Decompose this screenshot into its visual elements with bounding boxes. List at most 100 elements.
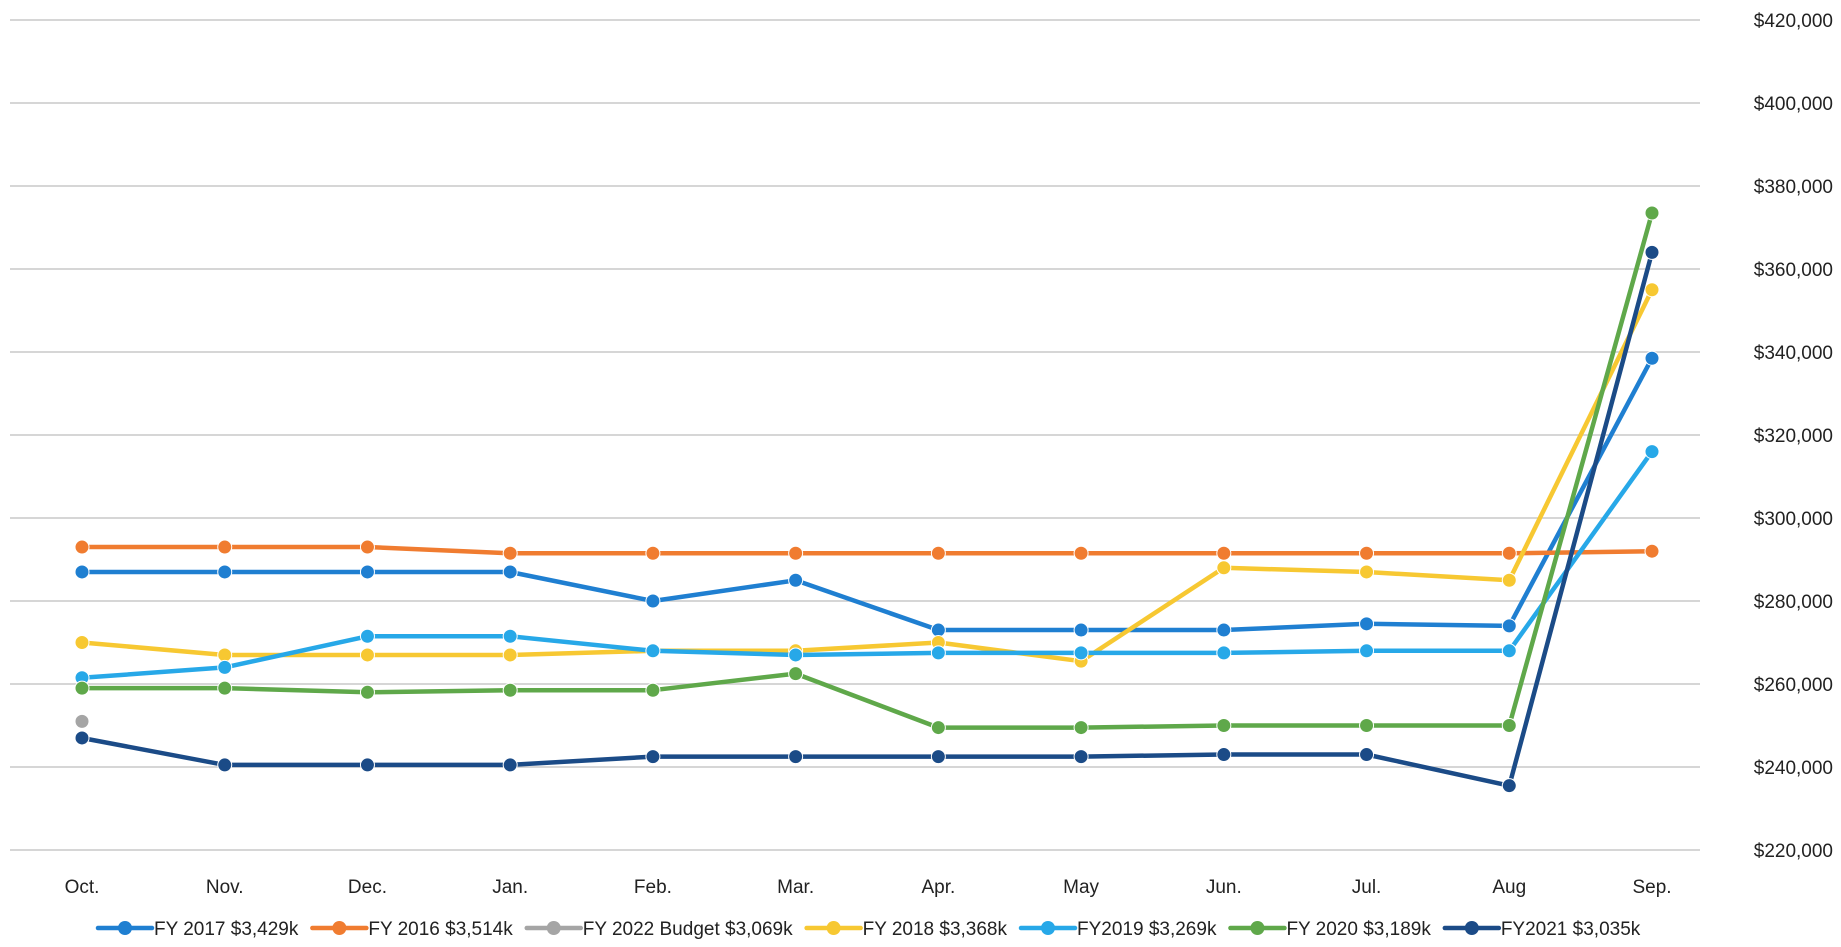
- legend-swatch-marker: [1464, 921, 1479, 935]
- data-point: [74, 564, 90, 580]
- x-tick-label: Jan.: [492, 877, 528, 898]
- data-point: [788, 749, 804, 765]
- data-point: [1359, 616, 1375, 632]
- data-point: [1644, 282, 1660, 298]
- x-tick-label: Jun.: [1206, 877, 1242, 898]
- data-point: [1216, 718, 1232, 733]
- data-point: [359, 539, 375, 555]
- data-point: [1359, 643, 1375, 659]
- y-tick-label: $320,000: [1754, 426, 1833, 447]
- legend-swatch-marker: [546, 921, 561, 935]
- data-point: [930, 720, 946, 736]
- x-tick-label: Jul.: [1352, 877, 1382, 898]
- x-tick-label: Sep.: [1632, 877, 1671, 898]
- x-tick-label: Mar.: [777, 877, 814, 898]
- series-4: [74, 444, 1660, 686]
- data-point: [1359, 545, 1375, 561]
- x-tick-label: Dec.: [348, 877, 387, 898]
- data-point: [1073, 749, 1089, 765]
- data-point: [1644, 244, 1660, 260]
- series-1: [74, 539, 1660, 561]
- legend-item: FY2021 $3,035k: [1442, 919, 1641, 940]
- data-point: [788, 545, 804, 561]
- data-point: [359, 647, 375, 663]
- series-line: [79, 355, 1655, 633]
- x-tick-label: Feb.: [634, 877, 672, 898]
- legend-label: FY 2020 $3,189k: [1286, 919, 1431, 940]
- y-tick-label: $240,000: [1754, 758, 1833, 779]
- legend-item: FY2019 $3,269k: [1018, 919, 1217, 940]
- series-line: [79, 250, 1655, 788]
- data-point: [1359, 718, 1375, 733]
- legend-item: FY 2020 $3,189k: [1228, 919, 1431, 940]
- series-lines: [74, 205, 1660, 794]
- legend-item: FY 2022 Budget $3,069k: [524, 919, 793, 940]
- y-tick-label: $300,000: [1754, 509, 1833, 530]
- y-tick-label: $220,000: [1754, 841, 1833, 862]
- data-point: [502, 647, 518, 663]
- data-point: [1644, 444, 1660, 460]
- legend-label: FY 2017 $3,429k: [154, 919, 299, 940]
- data-point: [217, 757, 233, 773]
- data-point: [788, 647, 804, 663]
- data-point: [74, 680, 90, 696]
- data-point: [359, 684, 375, 700]
- y-axis-tick-labels: $220,000 $240,000 $260,000 $280,000 $300,000…: [1754, 11, 1833, 862]
- data-point: [645, 643, 661, 659]
- data-point: [217, 659, 233, 675]
- data-point: [1644, 205, 1660, 221]
- data-point: [1073, 645, 1089, 661]
- data-point: [502, 757, 518, 773]
- data-point: [930, 645, 946, 661]
- y-tick-label: $400,000: [1754, 94, 1833, 115]
- data-point: [1501, 545, 1517, 561]
- data-point: [1216, 545, 1232, 561]
- data-point: [1216, 747, 1232, 763]
- data-point: [1073, 622, 1089, 638]
- legend-label: FY2021 $3,035k: [1501, 919, 1641, 940]
- x-tick-label: May: [1063, 877, 1099, 898]
- data-point: [1073, 720, 1089, 736]
- data-point: [930, 545, 946, 561]
- data-point: [217, 539, 233, 555]
- x-tick-label: Nov.: [206, 877, 244, 898]
- data-point: [645, 749, 661, 765]
- legend-swatch-marker: [1041, 921, 1055, 935]
- data-point: [930, 622, 946, 638]
- y-tick-label: $260,000: [1754, 675, 1833, 696]
- legend-label: FY 2018 $3,368k: [863, 919, 1008, 940]
- legend-label: FY 2016 $3,514k: [368, 919, 513, 940]
- legend-item: FY 2016 $3,514k: [310, 919, 513, 940]
- data-point: [74, 713, 90, 729]
- data-point: [1501, 618, 1517, 634]
- data-point: [1501, 718, 1517, 733]
- data-point: [1501, 643, 1517, 659]
- y-tick-label: $420,000: [1754, 11, 1833, 32]
- series-6: [74, 244, 1660, 794]
- data-point: [502, 682, 518, 698]
- legend-label: FY 2022 Budget $3,069k: [583, 919, 793, 940]
- legend-swatch-marker: [826, 921, 841, 935]
- series-2: [74, 713, 90, 729]
- data-point: [217, 680, 233, 696]
- legend-swatch-marker: [118, 921, 132, 935]
- series-line: [79, 210, 1655, 730]
- x-tick-label: Oct.: [65, 877, 100, 898]
- legend-label: FY2019 $3,269k: [1077, 919, 1217, 940]
- data-point: [788, 666, 804, 682]
- legend-swatch-marker: [1250, 921, 1265, 935]
- data-point: [359, 628, 375, 644]
- series-5: [74, 205, 1660, 736]
- x-tick-label: Aug: [1492, 877, 1526, 898]
- data-point: [1216, 645, 1232, 661]
- x-tick-label: Apr.: [921, 877, 955, 898]
- data-point: [1359, 564, 1375, 580]
- series-0: [74, 350, 1660, 638]
- x-axis-tick-labels: Oct. Nov. Dec. Jan. Feb. Mar. Apr. May Jun. Jul. A…: [65, 877, 1672, 898]
- data-point: [502, 564, 518, 580]
- data-point: [359, 564, 375, 580]
- data-point: [74, 635, 90, 650]
- data-point: [1216, 560, 1232, 576]
